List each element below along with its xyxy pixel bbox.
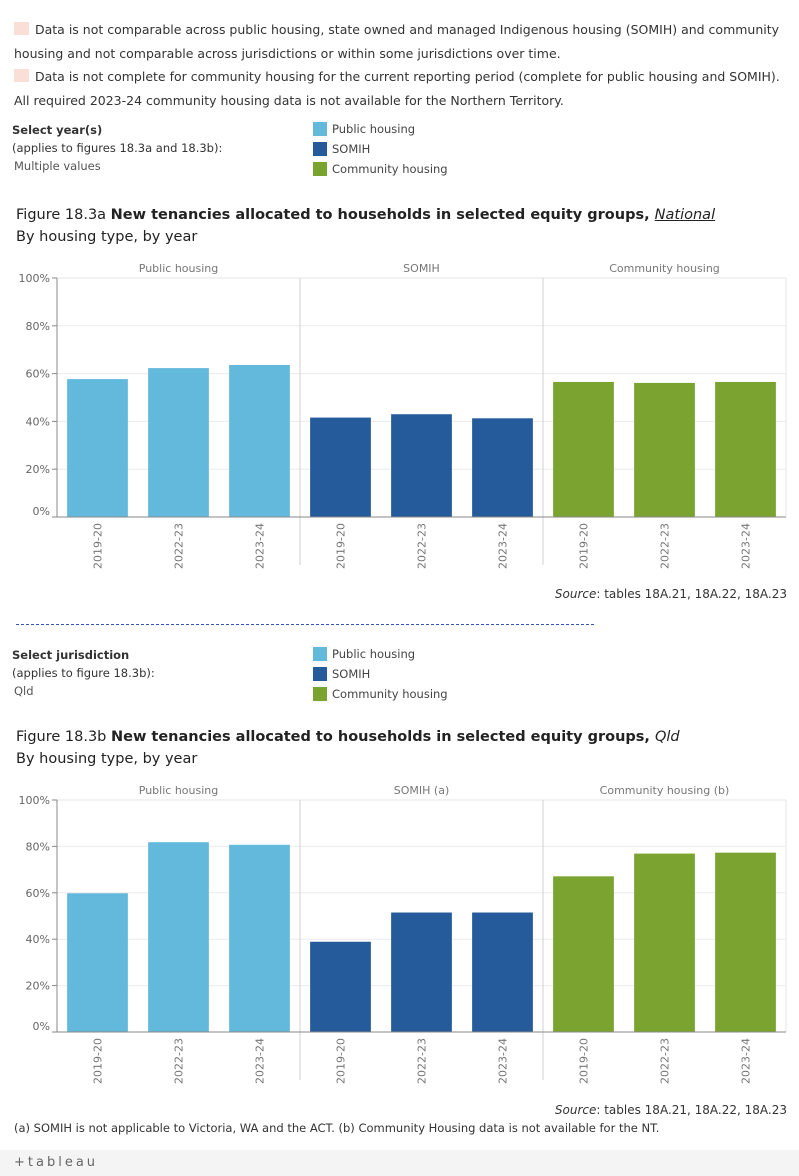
x-tick-label: 2023-24 [497,523,510,569]
y-tick-label: 0% [33,1020,50,1033]
x-tick-label: 2019-20 [92,1038,105,1084]
bar [310,417,371,517]
panel-header: Community housing (b) [600,784,730,797]
x-tick-label: 2022-23 [659,523,672,569]
x-tick-label: 2019-20 [578,1038,591,1084]
bar [229,844,290,1032]
bar [715,381,776,517]
public-housing-swatch-icon [313,122,327,136]
x-tick-label: 2019-20 [92,523,105,569]
panel-header: SOMIH (a) [394,784,449,797]
figure-a-subtitle: By housing type, by year [16,229,198,245]
bar [553,876,614,1032]
somih-swatch-icon [313,142,327,156]
figure-a-title: Figure 18.3a New tenancies allocated to … [16,207,716,223]
x-tick-label: 2023-24 [740,1038,753,1084]
legend-a: Public housing SOMIH Community housing [313,119,448,179]
community-housing-swatch-icon [313,162,327,176]
bar [67,379,128,517]
y-tick-label: 40% [26,933,50,946]
section-divider [16,624,594,625]
x-tick-label: 2022-23 [416,523,429,569]
community-housing-swatch-icon [313,687,327,701]
panel-header: Community housing [609,262,720,275]
y-tick-label: 80% [26,320,50,333]
bar [148,368,209,517]
bar [67,893,128,1032]
jurisdiction-filter[interactable]: Select jurisdiction (applies to figure 1… [12,646,155,700]
jurisdiction-filter-sublabel: (applies to figure 18.3b): [12,666,155,680]
tableau-footer: +tableau [0,1150,799,1176]
bar [634,382,695,517]
legend-item-community-housing[interactable]: Community housing [313,159,448,179]
legend-b: Public housing SOMIH Community housing [313,644,448,704]
x-tick-label: 2023-24 [254,1038,267,1084]
x-tick-label: 2023-24 [497,1038,510,1084]
panel-header: SOMIH [403,262,440,275]
x-tick-label: 2022-23 [416,1038,429,1084]
bar [148,842,209,1032]
y-tick-label: 100% [19,794,50,807]
y-tick-label: 60% [26,887,50,900]
jurisdiction-filter-label: Select jurisdiction [12,648,130,662]
year-filter-sublabel: (applies to figures 18.3a and 18.3b): [12,141,223,155]
x-tick-label: 2019-20 [335,523,348,569]
figure-b-subtitle: By housing type, by year [16,751,198,767]
panel-header: Public housing [139,784,218,797]
y-tick-label: 20% [26,463,50,476]
x-tick-label: 2022-23 [659,1038,672,1084]
legend-item-public-housing[interactable]: Public housing [313,644,448,664]
y-tick-label: 20% [26,980,50,993]
bar [715,852,776,1032]
y-tick-label: 80% [26,840,50,853]
note-completeness: Data is not complete for community housi… [14,69,780,108]
bar [472,912,533,1032]
x-tick-label: 2023-24 [740,523,753,569]
year-filter-label: Select year(s) [12,123,103,137]
legend-item-somih[interactable]: SOMIH [313,664,448,684]
legend-item-community-housing[interactable]: Community housing [313,684,448,704]
figure-b-chart: 0% 20% 40% 60% 80% 100% Public housing 2019-20 2… [19,784,787,1084]
bar [472,418,533,517]
warning-swatch-icon [14,69,29,82]
footnote: (a) SOMIH is not applicable to Victoria,… [14,1121,660,1135]
y-tick-label: 60% [26,368,50,381]
bar [391,414,452,517]
x-tick-label: 2022-23 [173,523,186,569]
bar [310,941,371,1032]
x-tick-label: 2022-23 [173,1038,186,1084]
x-tick-label: 2019-20 [335,1038,348,1084]
x-tick-label: 2023-24 [254,523,267,569]
bar [391,912,452,1032]
x-tick-label: 2019-20 [578,523,591,569]
year-filter-value[interactable]: Multiple values [14,159,101,173]
y-tick-label: 100% [19,272,50,285]
warning-swatch-icon [14,22,29,35]
jurisdiction-filter-value[interactable]: Qld [14,684,34,698]
somih-swatch-icon [313,667,327,681]
legend-item-public-housing[interactable]: Public housing [313,119,448,139]
bar [634,853,695,1032]
legend-item-somih[interactable]: SOMIH [313,139,448,159]
y-tick-label: 40% [26,415,50,428]
figure-b-title: Figure 18.3b New tenancies allocated to … [16,729,680,745]
public-housing-swatch-icon [313,647,327,661]
figure-a-chart: 0% 20% 40% 60% 80% 100% Public housing 2019-20 2… [19,262,787,569]
bar [229,364,290,517]
panel-header: Public housing [139,262,218,275]
bar [553,381,614,517]
source-b: Source: tables 18A.21, 18A.22, 18A.23 [554,1103,787,1117]
y-tick-label: 0% [33,505,50,518]
tableau-logo-icon[interactable]: +tableau [14,1155,99,1170]
source-a: Source: tables 18A.21, 18A.22, 18A.23 [554,587,787,601]
note-comparability: Data is not comparable across public hou… [14,22,780,61]
year-filter[interactable]: Select year(s) (applies to figures 18.3a… [12,121,222,175]
